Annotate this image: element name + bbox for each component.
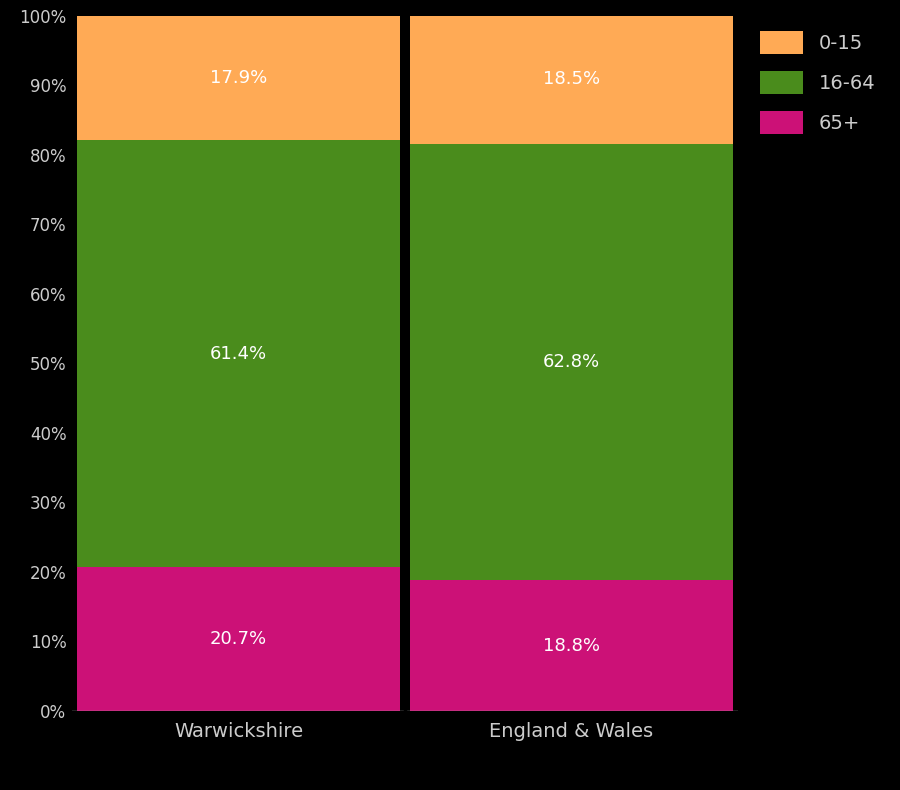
Text: 18.5%: 18.5%: [543, 70, 600, 88]
Bar: [77, 567, 400, 711]
Text: 20.7%: 20.7%: [210, 630, 267, 648]
Bar: [77, 16, 400, 141]
Bar: [410, 144, 733, 581]
Text: 18.8%: 18.8%: [543, 637, 600, 655]
Bar: [410, 581, 733, 711]
Bar: [410, 15, 733, 144]
Text: 17.9%: 17.9%: [210, 69, 267, 87]
Legend: 0-15, 16-64, 65+: 0-15, 16-64, 65+: [754, 25, 881, 140]
Text: 62.8%: 62.8%: [543, 353, 600, 371]
Bar: [77, 141, 400, 567]
Text: 61.4%: 61.4%: [210, 344, 267, 363]
